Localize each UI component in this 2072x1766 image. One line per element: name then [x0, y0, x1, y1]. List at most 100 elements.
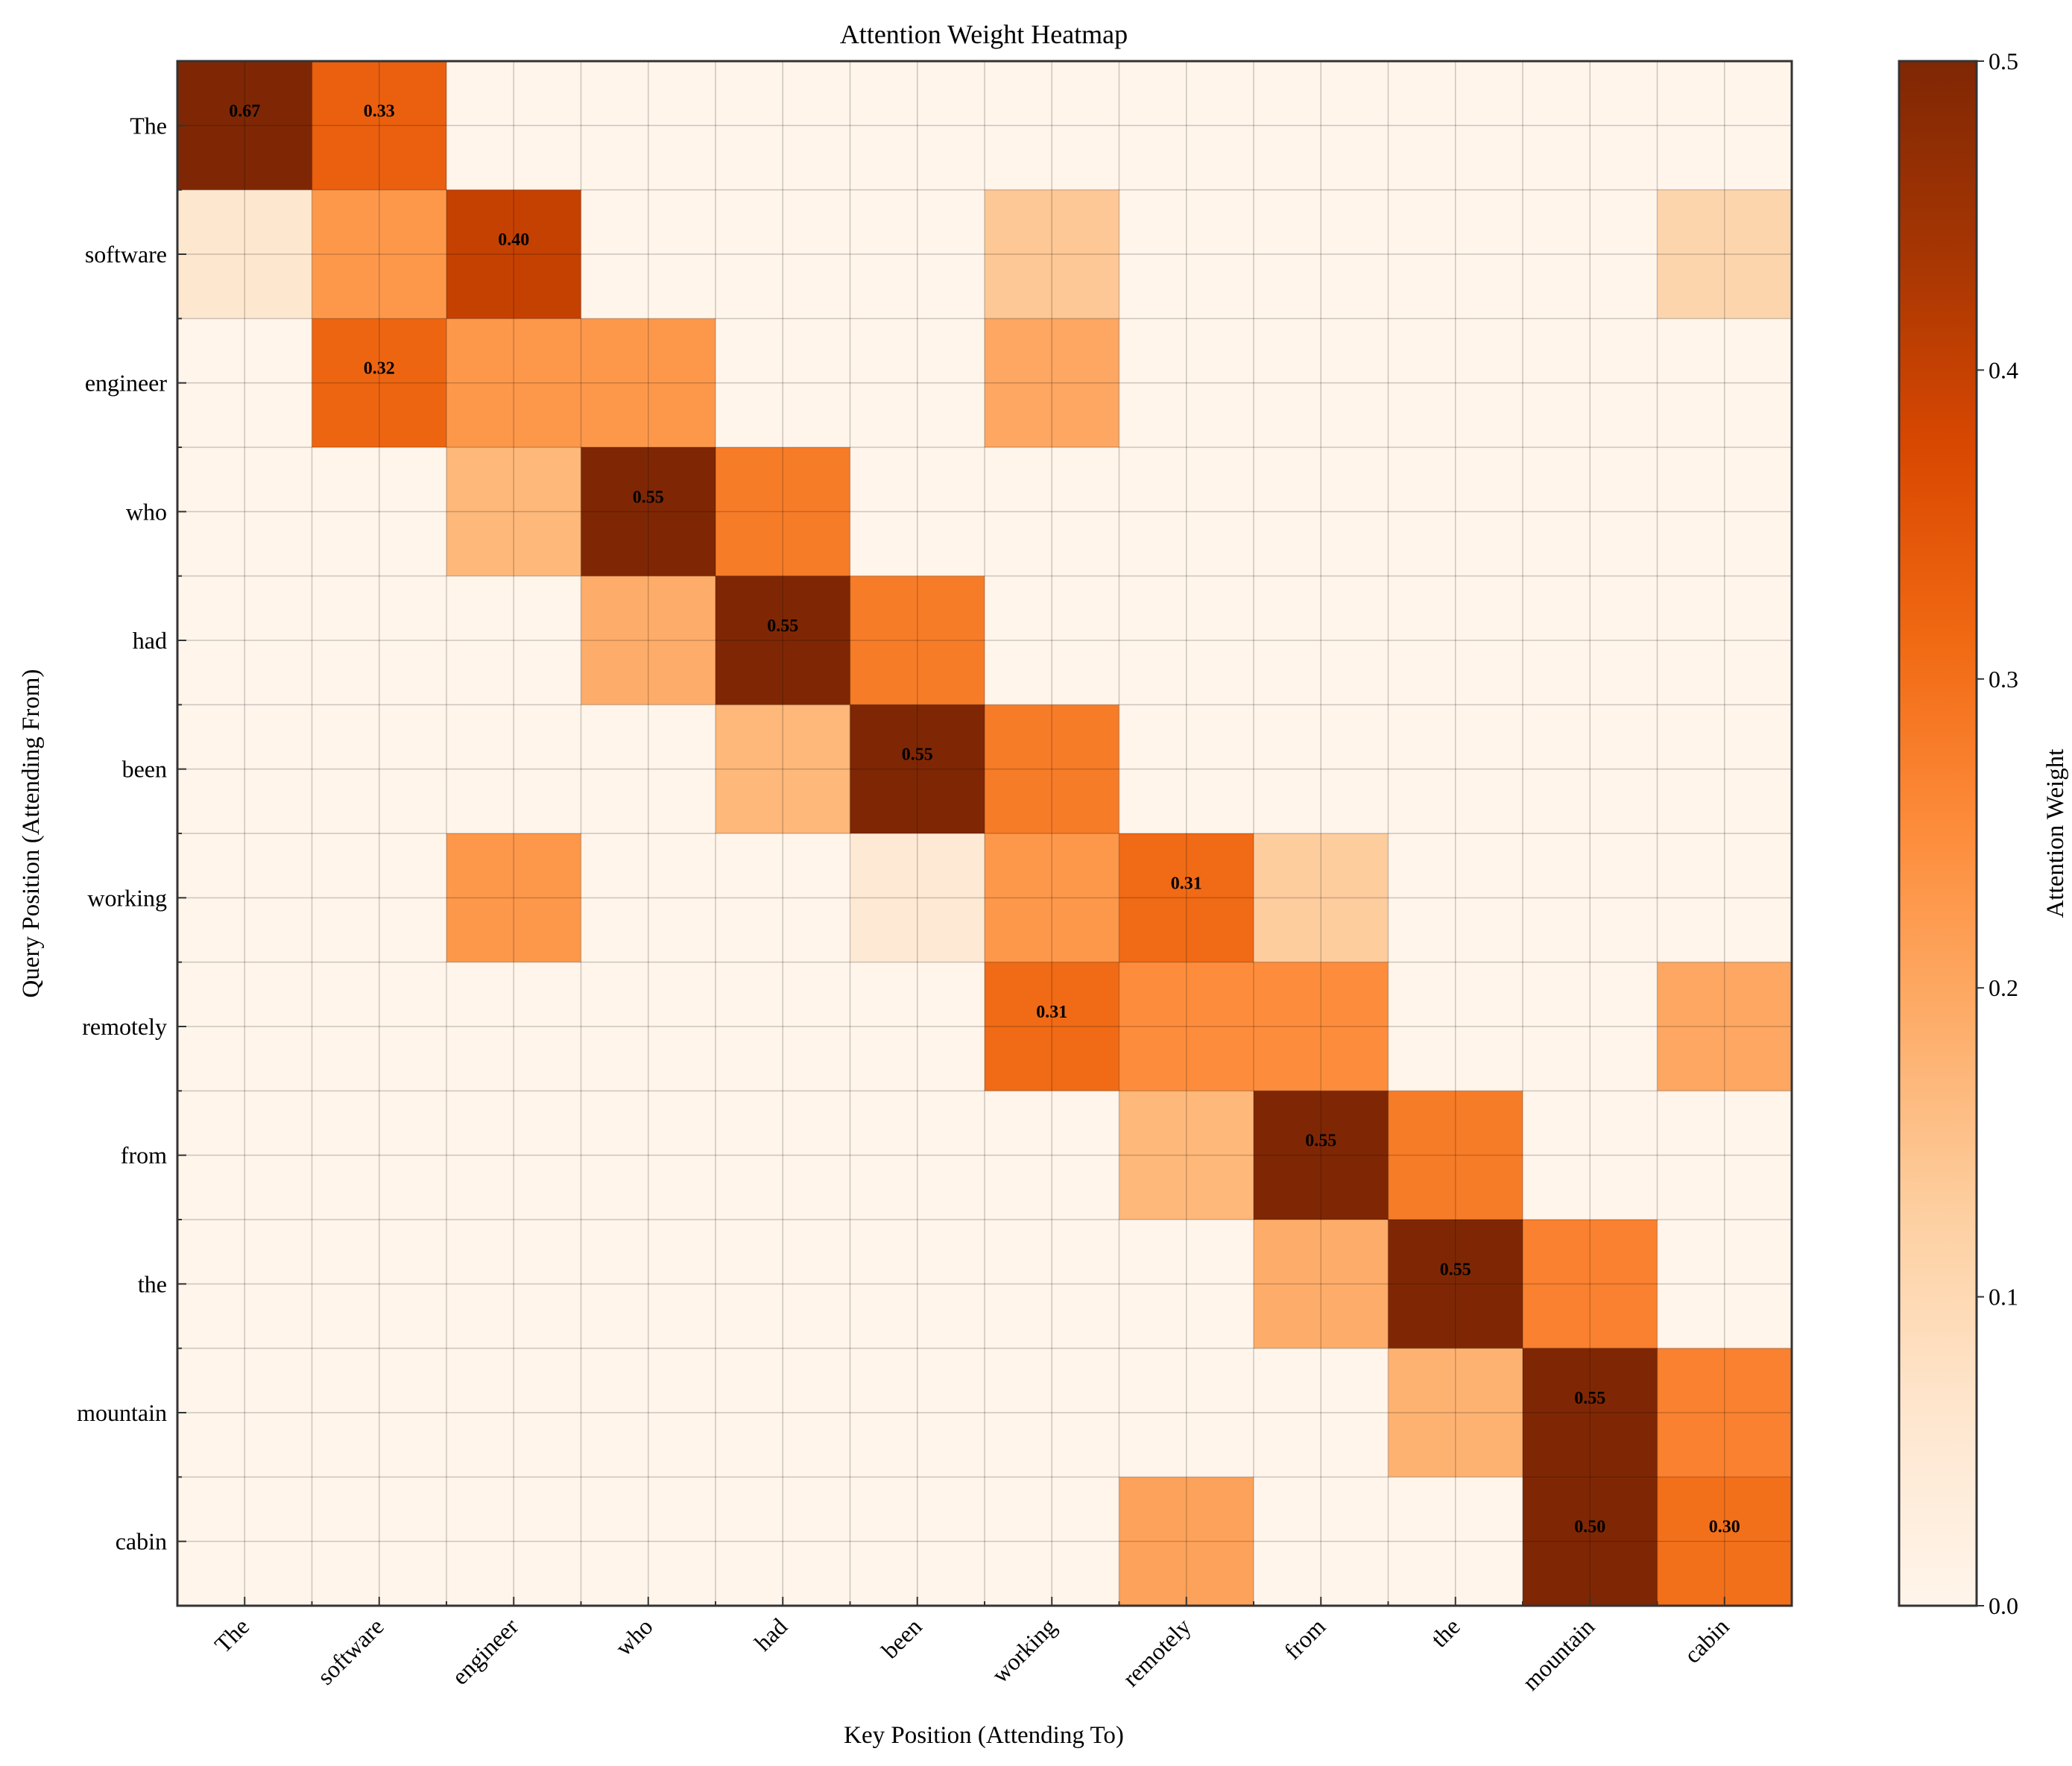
heatmap-cell [446, 962, 581, 1091]
cell-value-label: 0.31 [1036, 1003, 1067, 1022]
heatmap-cell [312, 1220, 447, 1349]
heatmap-cell [1523, 61, 1658, 191]
colorbar-tick-label: 0.3 [1989, 666, 2018, 693]
y-tick-label: cabin [116, 1528, 167, 1555]
y-tick-label: mountain [77, 1399, 167, 1426]
heatmap-cell [716, 61, 850, 191]
x-tick-label: mountain [1517, 1612, 1599, 1695]
heatmap-cell [177, 962, 312, 1091]
cell-value-label: 0.55 [1305, 1132, 1336, 1151]
colorbar-tick-label: 0.5 [1989, 48, 2018, 75]
heatmap-cell [716, 447, 850, 577]
heatmap-cell [1388, 318, 1523, 448]
y-tick-label: The [130, 112, 167, 139]
heatmap-cell [1388, 1220, 1523, 1349]
heatmap-cell [850, 61, 985, 191]
heatmap-cell [1657, 962, 1793, 1091]
y-tick-label: software [85, 241, 167, 268]
colorbar-gradient [1898, 60, 1978, 1607]
heatmap-cell [985, 447, 1119, 577]
heatmap-cell [177, 189, 312, 319]
heatmap-cell [1254, 1220, 1389, 1349]
cell-value-label: 0.55 [1574, 1389, 1605, 1408]
heatmap-cell [581, 1477, 716, 1606]
heatmap-cell [1388, 1348, 1523, 1478]
heatmap-cell [1119, 1220, 1254, 1349]
heatmap-cell [1119, 575, 1254, 705]
heatmap-cell [1254, 1091, 1389, 1220]
heatmap-cells [177, 61, 1793, 1606]
heatmap-cell [985, 1091, 1119, 1220]
heatmap-cell [1388, 704, 1523, 834]
heatmap-cell [716, 318, 850, 448]
heatmap-cell [312, 447, 447, 577]
x-tick-label: from [1279, 1612, 1331, 1665]
x-axis-ticks: The software engineer who had been working remo… [209, 1597, 1734, 1695]
heatmap-cell [985, 833, 1119, 963]
heatmap-cell [581, 1091, 716, 1220]
heatmap-cell [312, 575, 447, 705]
heatmap-cell [716, 962, 850, 1091]
heatmap-cell [1119, 318, 1254, 448]
heatmap-cell [177, 1220, 312, 1349]
heatmap-cell [312, 189, 447, 319]
cell-value-label: 0.55 [902, 745, 933, 765]
heatmap-cell [1388, 61, 1523, 191]
y-tick-label: been [122, 756, 167, 783]
heatmap-cell [716, 1348, 850, 1478]
heatmap-cell [985, 1477, 1119, 1606]
heatmap-cell [581, 61, 716, 191]
heatmap-cell [1523, 189, 1658, 319]
heatmap-cell [1657, 1220, 1793, 1349]
y-axis-label: Query Position (Attending From) [18, 669, 45, 998]
heatmap-cell [1523, 833, 1658, 963]
heatmap-cell [312, 318, 447, 448]
heatmap-cell [1254, 833, 1389, 963]
heatmap-cell [446, 704, 581, 834]
heatmap-cell [446, 318, 581, 448]
heatmap-cell [446, 447, 581, 577]
heatmap-cell [177, 318, 312, 448]
heatmap-cell [1523, 962, 1658, 1091]
heatmap-cell [312, 833, 447, 963]
heatmap-cell [581, 189, 716, 319]
heatmap-cell [1119, 1477, 1254, 1606]
heatmap-cell [581, 1220, 716, 1349]
y-tick-label: working [87, 884, 167, 911]
y-tick-label: who [126, 498, 167, 525]
x-tick-label: The [209, 1612, 255, 1658]
heatmap-cell [850, 1477, 985, 1606]
heatmap-cell [581, 575, 716, 705]
heatmap-cell [1388, 962, 1523, 1091]
colorbar-tick-label: 0.0 [1989, 1592, 2018, 1619]
heatmap-cell [1523, 575, 1658, 705]
heatmap-cell [1657, 704, 1793, 834]
heatmap-cell [716, 1220, 850, 1349]
cell-value-label: 0.67 [229, 101, 260, 121]
colorbar-tick-label: 0.1 [1989, 1284, 2018, 1311]
heatmap-cell [1254, 962, 1389, 1091]
heatmap-cell [446, 1348, 581, 1478]
y-tick-label: from [121, 1142, 167, 1169]
heatmap-cell [581, 1348, 716, 1478]
heatmap-cell [1657, 447, 1793, 577]
heatmap-cell [716, 1477, 850, 1606]
heatmap-cell [1657, 1348, 1793, 1478]
heatmap-cell [446, 1091, 581, 1220]
heatmap-cell [850, 833, 985, 963]
heatmap-cell [1657, 61, 1793, 191]
heatmap-cell [1523, 1477, 1658, 1606]
heatmap-cell [1119, 704, 1254, 834]
heatmap-cell [1254, 447, 1389, 577]
heatmap-cell [716, 575, 850, 705]
heatmap-cell [1254, 575, 1389, 705]
y-tick-label: the [138, 1270, 167, 1297]
heatmap-cell [1119, 962, 1254, 1091]
heatmap-cell [1657, 833, 1793, 963]
heatmap-cell [312, 704, 447, 834]
heatmap-cell [1388, 1477, 1523, 1606]
colorbar-label: Attention Weight [2042, 749, 2069, 918]
heatmap-cell [1254, 61, 1389, 191]
heatmap-cell [581, 704, 716, 834]
